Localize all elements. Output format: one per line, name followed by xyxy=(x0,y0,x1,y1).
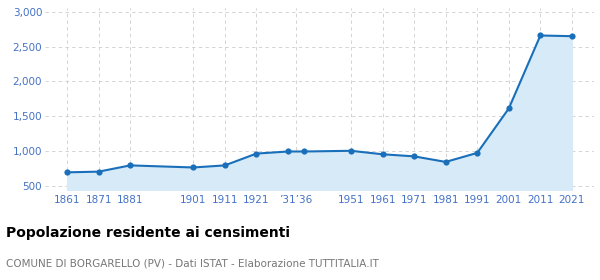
Text: COMUNE DI BORGARELLO (PV) - Dati ISTAT - Elaborazione TUTTITALIA.IT: COMUNE DI BORGARELLO (PV) - Dati ISTAT -… xyxy=(6,258,379,268)
Point xyxy=(299,149,308,154)
Point xyxy=(283,149,293,154)
Point xyxy=(62,170,72,174)
Point xyxy=(409,154,419,158)
Point xyxy=(472,151,482,155)
Point xyxy=(567,34,577,38)
Point xyxy=(125,163,135,168)
Point xyxy=(188,165,198,170)
Point xyxy=(536,33,545,38)
Point xyxy=(220,163,230,168)
Point xyxy=(251,151,261,156)
Point xyxy=(378,152,388,157)
Point xyxy=(441,160,451,164)
Text: Popolazione residente ai censimenti: Popolazione residente ai censimenti xyxy=(6,226,290,240)
Point xyxy=(504,106,514,111)
Point xyxy=(346,149,356,153)
Point xyxy=(94,169,103,174)
